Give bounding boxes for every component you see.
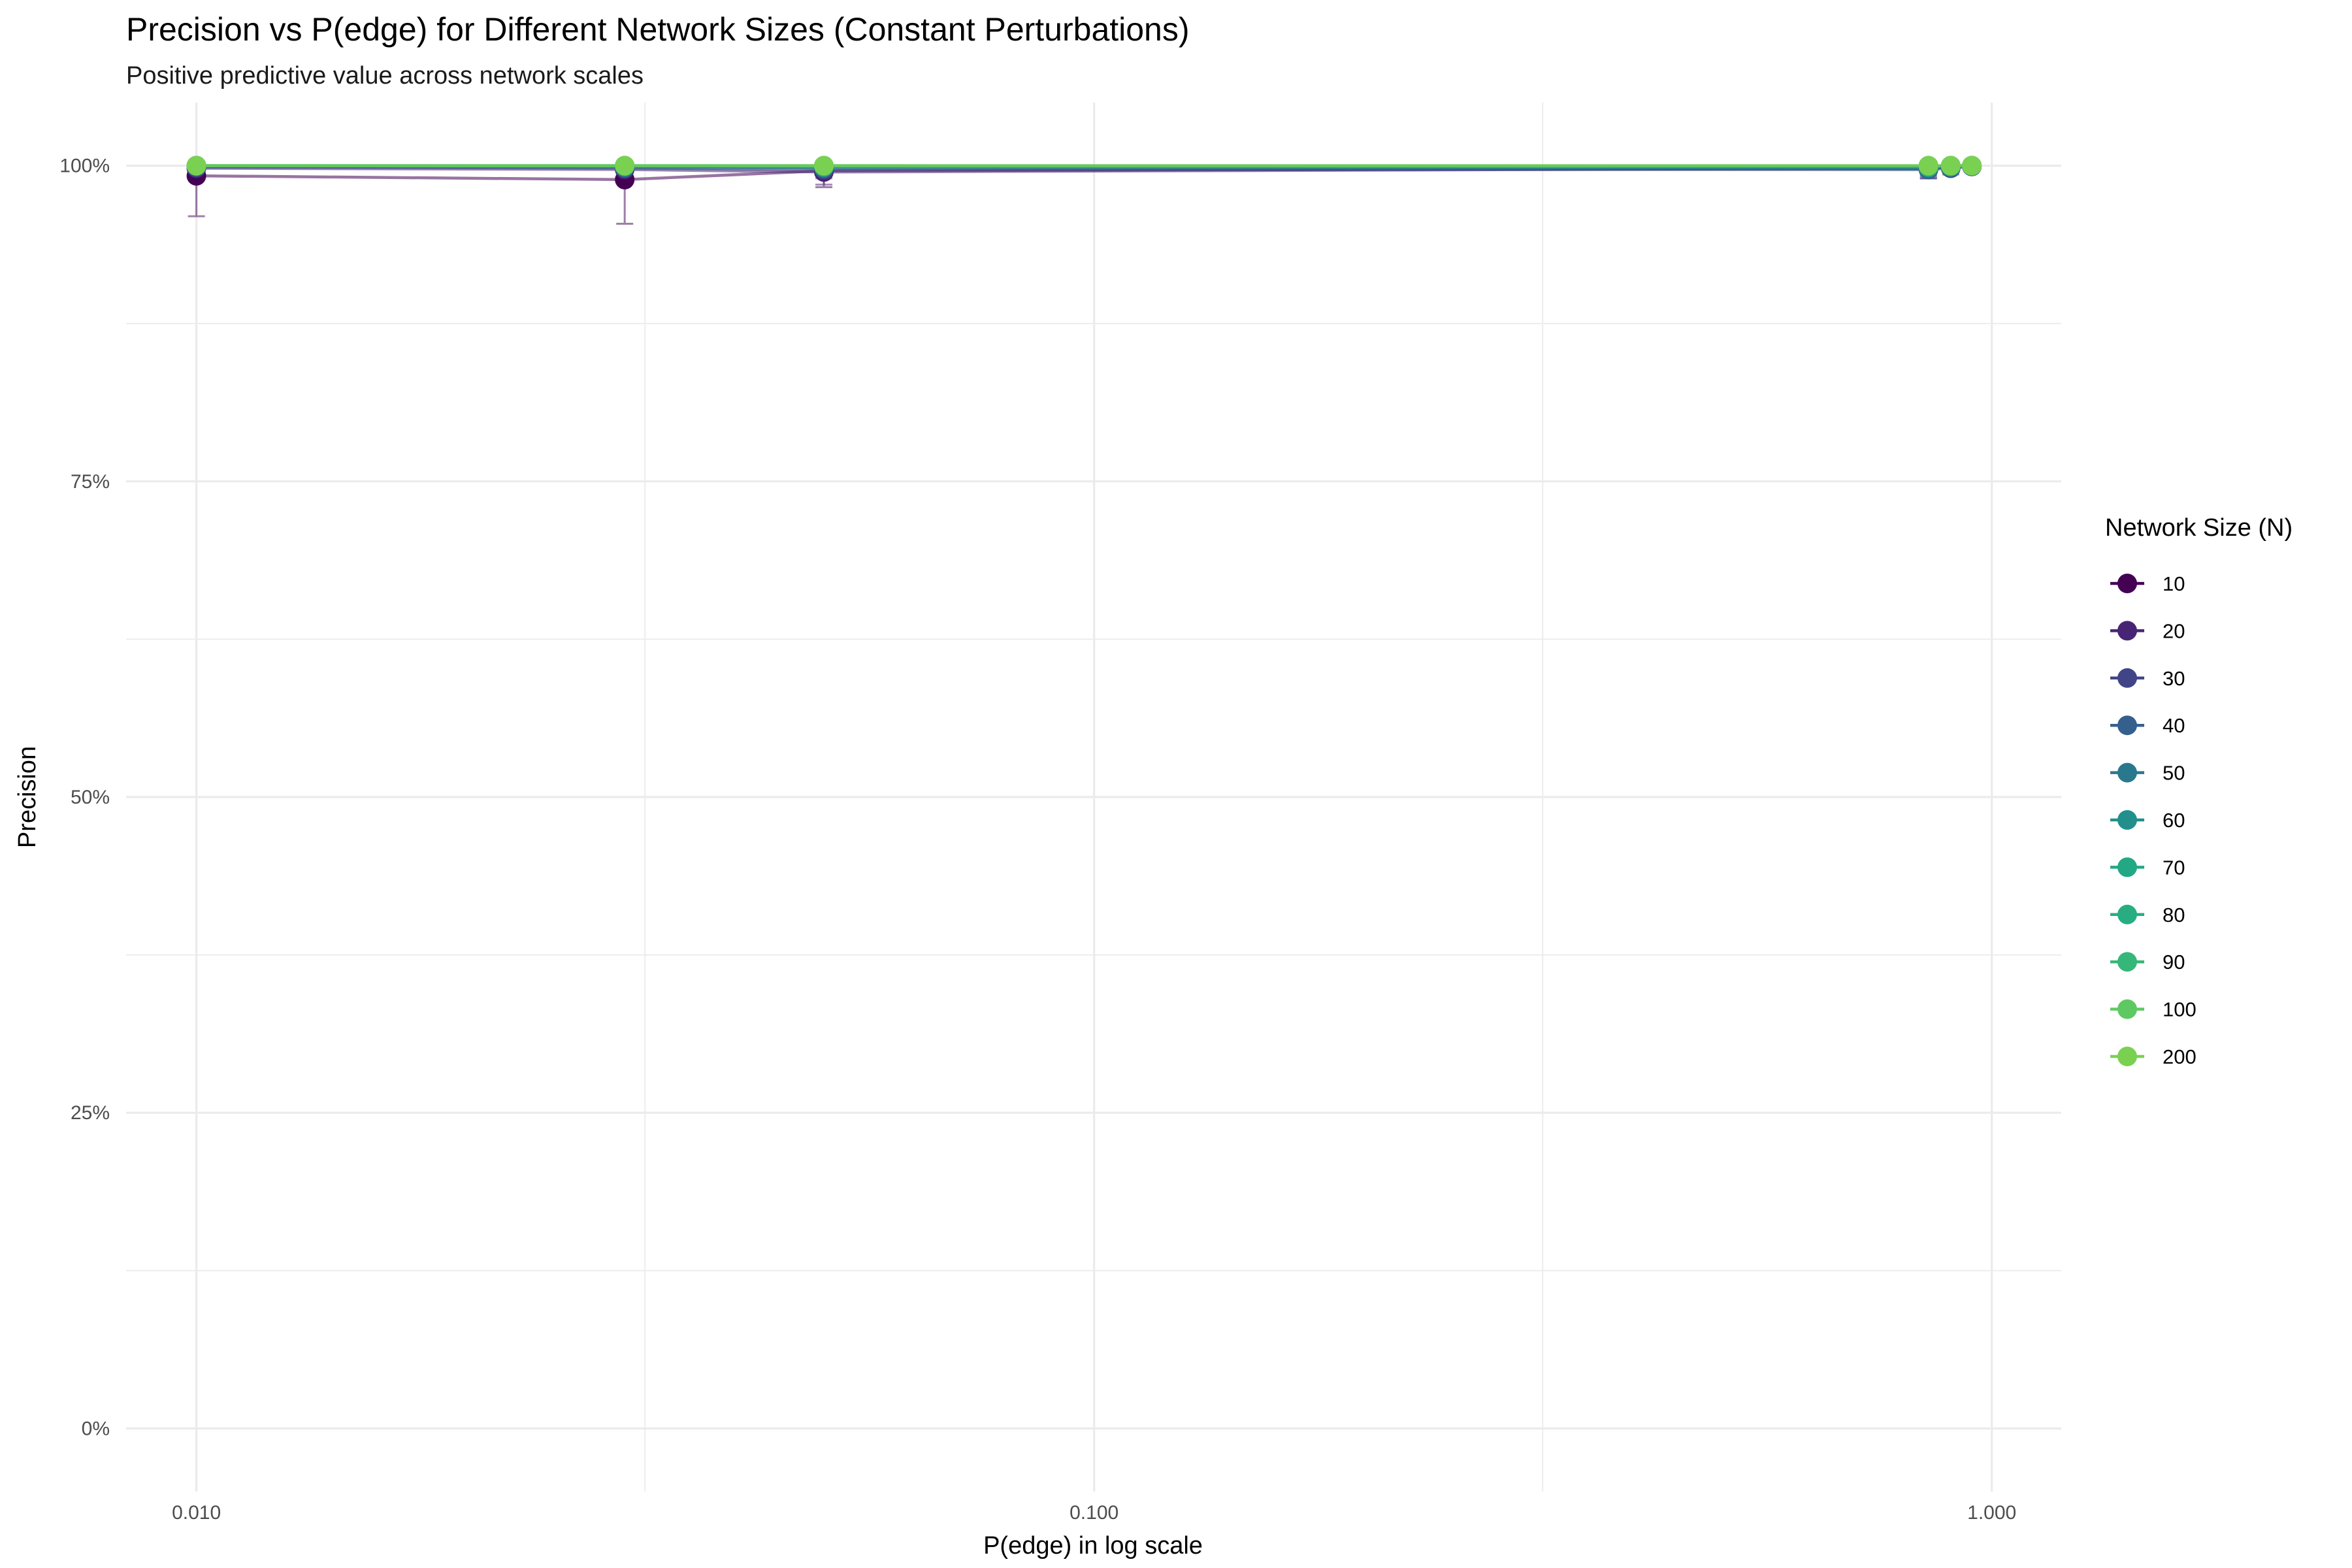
data-point [615,155,635,176]
legend-key-point [2117,810,2137,830]
legend-label: 50 [2163,762,2185,785]
x-tick-label: 0.010 [172,1502,221,1524]
legend-item-n10: 10 [2110,572,2185,595]
series-layer [186,155,1982,225]
grid-layer [126,103,2061,1492]
legend-label: 80 [2163,904,2185,926]
x-axis-title: P(edge) in log scale [983,1532,1203,1560]
y-tick-label: 50% [71,787,110,808]
legend-item-n30: 30 [2110,667,2185,690]
chart-title: Precision vs P(edge) for Different Netwo… [126,11,1190,48]
data-point [814,155,834,176]
legend-item-n200: 200 [2110,1045,2197,1068]
legend-key-point [2117,715,2137,736]
legend-label: 10 [2163,572,2185,595]
y-tick-label: 100% [59,155,110,177]
data-point [1962,155,1982,176]
legend-label: 100 [2163,998,2197,1021]
legend-key-point [2117,904,2137,924]
legend-key-point [2117,762,2137,783]
legend-label: 90 [2163,951,2185,973]
legend-item-n60: 60 [2110,809,2185,832]
legend-item-n80: 80 [2110,904,2185,926]
x-axis: 0.010 0.100 1.000 [172,1502,2016,1524]
legend-label: 200 [2163,1045,2197,1068]
plot-panel: 0% 25% 50% 75% 100% 0.010 0.100 1.000 [59,103,2061,1524]
points-n10 [186,156,1982,189]
legend-key-point [2117,999,2137,1019]
legend-key-point [2117,952,2137,972]
points-n200 [186,155,1982,176]
chart-subtitle: Positive predictive value across network… [126,62,644,90]
legend-title: Network Size (N) [2105,514,2293,542]
legend: Network Size (N) 10 20 30 40 50 60 70 80 90 100 20… [2105,514,2293,1068]
legend-item-n50: 50 [2110,762,2185,785]
legend-items: 10 20 30 40 50 60 70 80 90 100 200 [2110,572,2197,1068]
y-tick-label: 75% [71,471,110,493]
legend-label: 60 [2163,809,2185,832]
legend-label: 30 [2163,667,2185,690]
x-tick-label: 0.100 [1070,1502,1119,1524]
legend-item-n100: 100 [2110,998,2197,1021]
data-point [186,155,206,176]
y-tick-label: 25% [71,1102,110,1124]
y-axis: 0% 25% 50% 75% 100% [59,155,110,1440]
legend-key-point [2117,668,2137,688]
errorbars-n10 [188,165,1981,225]
legend-key-point [2117,857,2137,877]
y-axis-title: Precision [14,746,41,848]
legend-item-n70: 70 [2110,856,2185,879]
legend-item-n20: 20 [2110,619,2185,642]
legend-label: 40 [2163,714,2185,737]
legend-item-n40: 40 [2110,714,2185,737]
legend-key-point [2117,574,2137,593]
legend-item-n90: 90 [2110,951,2185,973]
legend-key-point [2117,621,2137,641]
data-point [1940,155,1961,176]
data-point [1918,155,1938,176]
x-tick-label: 1.000 [1967,1502,2016,1524]
legend-label: 20 [2163,619,2185,642]
y-tick-label: 0% [82,1418,110,1439]
legend-key-point [2117,1047,2137,1066]
legend-label: 70 [2163,856,2185,879]
